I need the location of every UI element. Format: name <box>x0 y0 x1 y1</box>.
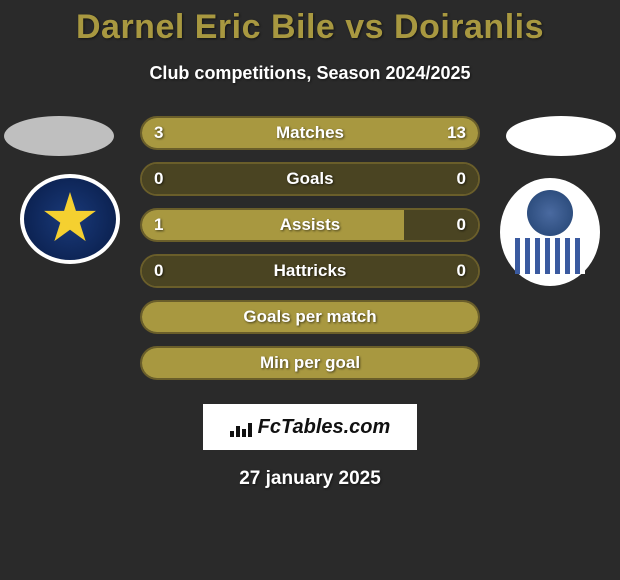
player-left-slot <box>4 116 114 156</box>
brand-logo: FcTables.com <box>203 404 417 450</box>
stat-label: Min per goal <box>142 353 478 373</box>
stat-value-right: 13 <box>447 123 466 143</box>
stat-label: Assists <box>142 215 478 235</box>
stat-value-right: 0 <box>457 215 466 235</box>
player-right-slot <box>506 116 616 156</box>
stat-label: Hattricks <box>142 261 478 281</box>
stat-label: Goals <box>142 169 478 189</box>
stat-bars: 3 Matches 13 0 Goals 0 1 Assists 0 0 <box>140 116 480 392</box>
stat-label: Goals per match <box>142 307 478 327</box>
stat-value-right: 0 <box>457 261 466 281</box>
stat-row-min-per-goal: Min per goal <box>140 346 480 380</box>
stat-row-assists: 1 Assists 0 <box>140 208 480 242</box>
bar-chart-icon <box>230 417 252 437</box>
subtitle: Club competitions, Season 2024/2025 <box>0 63 620 84</box>
page-title: Darnel Eric Bile vs Doiranlis <box>0 0 620 47</box>
comparison-area: 3 Matches 13 0 Goals 0 1 Assists 0 0 <box>0 116 620 396</box>
club-logo-left <box>20 174 120 264</box>
crest-circle-icon <box>527 190 573 236</box>
brand-text: FcTables.com <box>258 416 391 439</box>
stat-label: Matches <box>142 123 478 143</box>
crest-stripes-icon <box>515 238 585 274</box>
date-label: 27 january 2025 <box>0 468 620 490</box>
star-icon <box>43 192 97 246</box>
stat-row-goals: 0 Goals 0 <box>140 162 480 196</box>
club-logo-right <box>500 178 600 286</box>
stat-row-goals-per-match: Goals per match <box>140 300 480 334</box>
stat-row-matches: 3 Matches 13 <box>140 116 480 150</box>
stat-value-right: 0 <box>457 169 466 189</box>
stat-row-hattricks: 0 Hattricks 0 <box>140 254 480 288</box>
